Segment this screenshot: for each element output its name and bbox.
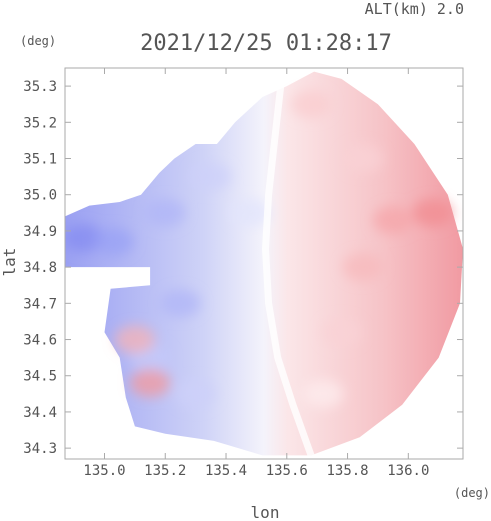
y-tick-label: 34.8 [23,260,57,276]
velocity-patch [190,162,231,191]
altitude-label: ALT(km) 2.0 [365,0,464,18]
velocity-patch [93,227,134,256]
velocity-patch [65,224,104,253]
x-tick-label: 135.6 [266,463,308,479]
y-tick-label: 34.6 [23,333,57,349]
plot-frame [64,67,464,460]
y-tick-label: 34.5 [23,369,57,385]
y-axis: 34.3 34.4 34.5 34.6 34.7 34.8 34.9 35.0 35.1 35.2… [23,79,463,457]
y-axis-label: lat [0,248,19,277]
velocity-patch [342,144,383,173]
velocity-patch [145,198,186,227]
x-tick-label: 135.4 [205,463,247,479]
y-tick-label: 34.7 [23,296,57,312]
plot-area [65,71,463,457]
velocity-patch [342,253,383,282]
y-tick-label: 34.4 [23,405,57,421]
x-tick-label: 135.2 [144,463,186,479]
timestamp-title: 2021/12/25 01:28:17 [140,31,392,56]
velocity-patches [65,90,453,408]
x-axis-label: lon [251,503,280,521]
velocity-patch [130,368,171,397]
y-tick-label: 34.9 [23,224,57,240]
x-tick-label: 136.0 [387,463,429,479]
velocity-patch [114,325,155,354]
lat-unit-label: (deg) [20,34,56,48]
velocity-patch [175,379,216,408]
velocity-patch [230,198,271,227]
velocity-patch [160,289,201,318]
velocity-patch [412,198,453,227]
velocity-patch [291,90,332,119]
velocity-patch [303,379,344,408]
x-axis: 135.0 135.2 135.4 135.6 135.8 136.0 [83,68,429,479]
lon-unit-label: (deg) [454,486,490,500]
y-tick-label: 35.3 [23,79,57,95]
y-tick-label: 35.1 [23,152,57,168]
y-tick-label: 35.2 [23,115,57,131]
velocity-patch [373,206,414,235]
velocity-patch [321,318,362,347]
zero-velocity-band [261,85,315,457]
y-tick-label: 34.3 [23,441,57,457]
x-tick-label: 135.8 [326,463,368,479]
x-tick-label: 135.0 [83,463,125,479]
y-tick-label: 35.0 [23,188,57,204]
